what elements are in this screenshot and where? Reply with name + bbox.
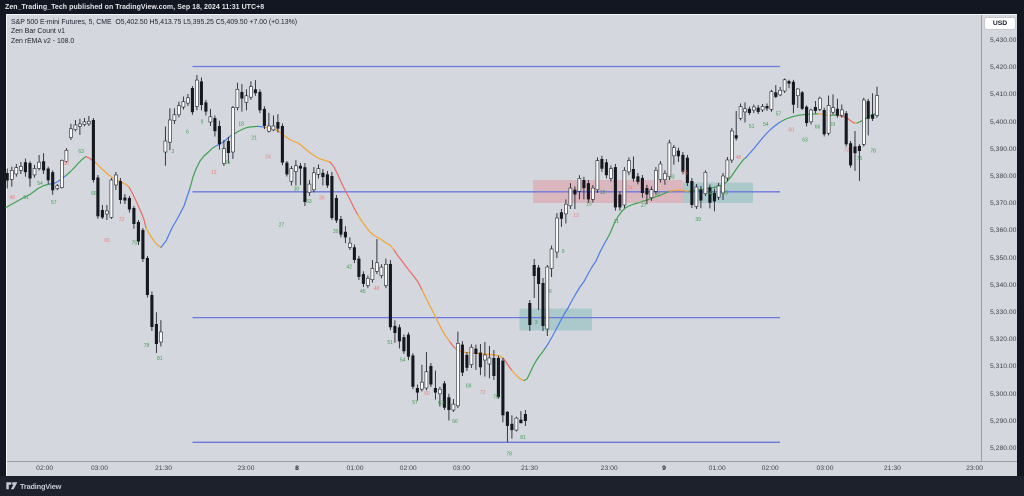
svg-text:81: 81 xyxy=(157,356,163,362)
svg-text:51: 51 xyxy=(749,124,755,130)
svg-text:63: 63 xyxy=(438,401,444,407)
svg-text:48: 48 xyxy=(736,155,742,161)
svg-text:15: 15 xyxy=(225,160,231,166)
svg-text:24: 24 xyxy=(627,185,633,191)
svg-text:39: 39 xyxy=(695,217,701,223)
svg-text:57: 57 xyxy=(412,400,418,406)
svg-text:54: 54 xyxy=(37,181,43,187)
svg-text:66: 66 xyxy=(815,125,821,131)
svg-text:81: 81 xyxy=(520,435,526,441)
svg-text:69: 69 xyxy=(104,238,110,244)
svg-text:78: 78 xyxy=(506,452,512,458)
svg-text:12: 12 xyxy=(211,170,217,176)
svg-text:78: 78 xyxy=(870,149,876,155)
svg-text:69: 69 xyxy=(830,122,836,128)
svg-text:48: 48 xyxy=(10,195,16,201)
svg-text:9: 9 xyxy=(562,249,565,255)
svg-text:66: 66 xyxy=(452,419,458,425)
svg-text:33: 33 xyxy=(669,175,675,181)
svg-text:72: 72 xyxy=(844,148,850,154)
svg-text:21: 21 xyxy=(614,219,620,225)
svg-text:69: 69 xyxy=(466,384,472,390)
svg-text:3: 3 xyxy=(172,149,175,155)
svg-text:75: 75 xyxy=(493,394,499,400)
svg-text:36: 36 xyxy=(682,171,688,177)
svg-text:75: 75 xyxy=(132,241,138,247)
svg-text:72: 72 xyxy=(480,390,486,396)
svg-text:39: 39 xyxy=(333,229,339,235)
svg-text:63: 63 xyxy=(802,138,808,144)
svg-text:21: 21 xyxy=(251,136,257,142)
svg-text:51: 51 xyxy=(387,340,393,346)
svg-text:24: 24 xyxy=(265,154,271,160)
svg-text:54: 54 xyxy=(763,122,769,128)
svg-text:15: 15 xyxy=(586,202,592,208)
svg-text:63: 63 xyxy=(78,149,84,155)
svg-text:30: 30 xyxy=(294,187,300,193)
svg-text:6: 6 xyxy=(549,289,552,295)
svg-text:27: 27 xyxy=(641,203,647,209)
svg-text:60: 60 xyxy=(789,128,795,134)
svg-text:27: 27 xyxy=(279,223,285,229)
svg-text:54: 54 xyxy=(400,358,406,364)
svg-text:33: 33 xyxy=(306,199,312,205)
svg-text:60: 60 xyxy=(63,161,69,167)
svg-text:78: 78 xyxy=(144,343,150,349)
svg-text:75: 75 xyxy=(857,156,863,162)
svg-text:66: 66 xyxy=(91,191,97,197)
svg-text:12: 12 xyxy=(573,213,579,219)
svg-text:60: 60 xyxy=(424,391,430,397)
svg-text:51: 51 xyxy=(23,195,29,201)
svg-text:57: 57 xyxy=(51,200,57,206)
svg-text:3: 3 xyxy=(535,320,538,326)
svg-text:72: 72 xyxy=(119,217,125,223)
svg-text:57: 57 xyxy=(776,111,782,117)
svg-text:6: 6 xyxy=(186,130,189,136)
svg-text:30: 30 xyxy=(655,193,661,199)
svg-text:18: 18 xyxy=(238,121,244,127)
svg-text:18: 18 xyxy=(600,190,606,196)
svg-text:45: 45 xyxy=(360,289,366,295)
svg-text:9: 9 xyxy=(201,120,204,126)
svg-text:42: 42 xyxy=(709,191,715,197)
svg-text:48: 48 xyxy=(374,286,380,292)
svg-text:42: 42 xyxy=(346,264,352,270)
svg-text:36: 36 xyxy=(319,196,325,202)
svg-text:45: 45 xyxy=(723,191,729,197)
